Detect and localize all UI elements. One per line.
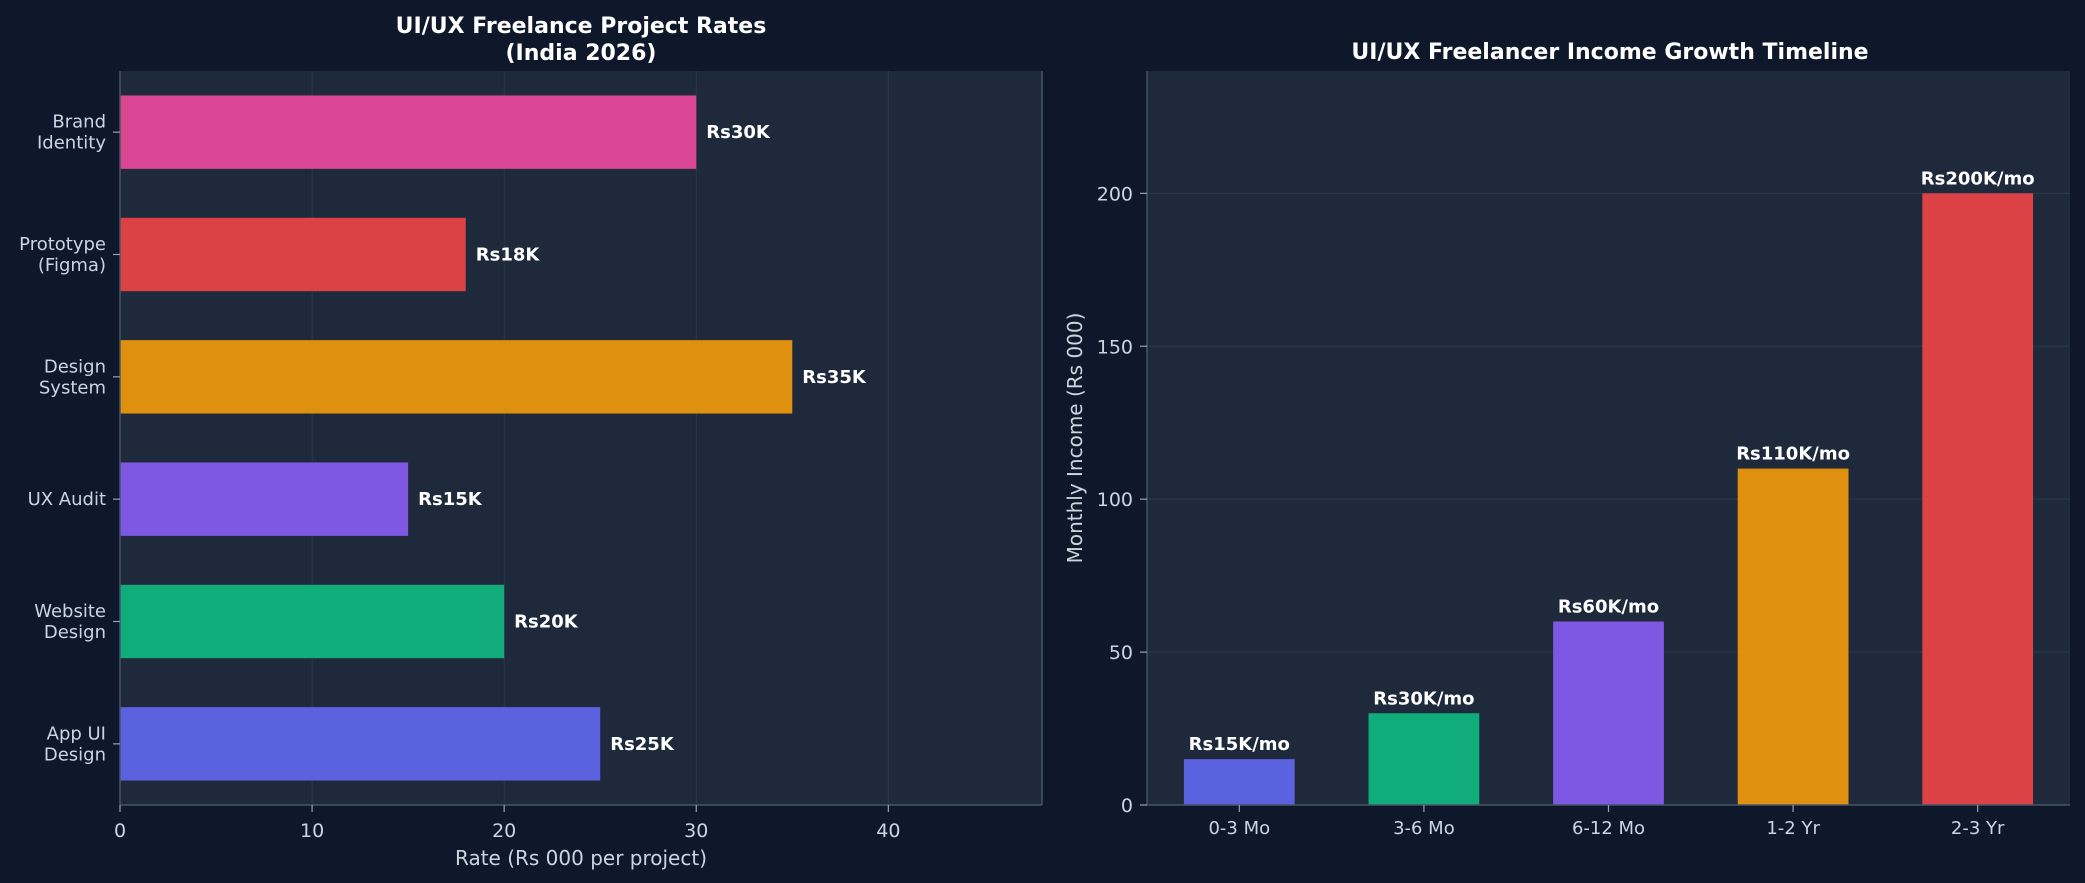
left-gridlines <box>311 71 889 805</box>
category-label: 6-12 Mo <box>1572 818 1645 839</box>
category-label: Brand <box>52 112 106 133</box>
category-label: 1-2 Yr <box>1766 818 1820 839</box>
category-label: (Figma) <box>38 255 106 276</box>
right-y-tick-label: 50 <box>1109 642 1133 664</box>
bar <box>1922 193 2034 806</box>
category-label: Design <box>44 622 106 643</box>
bar <box>120 217 466 292</box>
right-chart-title: UI/UX Freelancer Income Growth Timeline <box>1351 40 1868 65</box>
bar <box>120 95 697 169</box>
bar <box>1183 759 1295 805</box>
category-label: Identity <box>37 133 106 154</box>
bar-value-label: Rs18K <box>476 245 541 266</box>
bar-value-label: Rs60K/mo <box>1558 597 1659 618</box>
bar <box>120 340 793 414</box>
right-y-tick-label: 0 <box>1121 795 1133 817</box>
left-x-tick-label: 10 <box>300 820 324 842</box>
category-label: 3-6 Mo <box>1393 818 1455 839</box>
bar <box>1737 468 1849 805</box>
left-x-tick-label: 20 <box>492 820 516 842</box>
income-growth-chart: Rs15K/mo Rs30K/mo Rs60K/mo Rs110K/mo Rs200K/… <box>1063 40 2070 839</box>
category-label: App UI <box>47 723 106 744</box>
right-y-tick-label: 150 <box>1097 336 1133 358</box>
right-y-ticks: 0 50 100 150 200 <box>1097 183 1147 817</box>
left-x-ticks: 0 10 20 30 40 <box>114 805 900 842</box>
left-plot-area <box>120 71 1042 805</box>
left-bars: Rs25K Rs20K Rs15K Rs35K Rs18K Rs30K <box>120 95 867 781</box>
left-x-tick-label: 40 <box>876 820 900 842</box>
category-label: UX Audit <box>28 489 106 510</box>
bar-value-label: Rs15K/mo <box>1189 734 1290 755</box>
right-y-axis-label: Monthly Income (Rs 000) <box>1063 313 1087 564</box>
right-y-tick-label: 200 <box>1097 183 1133 205</box>
left-x-tick-label: 30 <box>684 820 708 842</box>
bar <box>120 462 409 536</box>
left-chart-title-line2: (India 2026) <box>506 41 657 66</box>
category-label: System <box>39 377 106 398</box>
category-label: Prototype <box>19 234 106 255</box>
bar-value-label: Rs20K <box>514 612 579 633</box>
bar-value-label: Rs30K/mo <box>1373 688 1474 709</box>
project-rates-chart: Rs25K Rs20K Rs15K Rs35K Rs18K Rs30K 0 10 20 30 40… <box>19 14 1043 870</box>
left-x-axis-label: Rate (Rs 000 per project) <box>455 846 707 870</box>
bar <box>1368 713 1480 805</box>
category-label: 0-3 Mo <box>1208 818 1270 839</box>
bar-value-label: Rs15K <box>418 489 483 510</box>
bar <box>120 584 505 659</box>
bar-value-label: Rs35K <box>802 367 867 388</box>
right-category-labels: 0-3 Mo 3-6 Mo 6-12 Mo 1-2 Yr 2-3 Yr <box>1208 805 2005 839</box>
right-bars: Rs15K/mo Rs30K/mo Rs60K/mo Rs110K/mo Rs200K/… <box>1183 168 2035 806</box>
bar-value-label: Rs25K <box>610 734 675 755</box>
category-label: Design <box>44 744 106 765</box>
right-y-tick-label: 100 <box>1097 489 1133 511</box>
category-label: Design <box>44 356 106 377</box>
bar-value-label: Rs110K/mo <box>1736 444 1850 465</box>
left-chart-title-line1: UI/UX Freelance Project Rates <box>396 14 767 39</box>
category-label: Website <box>34 601 106 622</box>
bar <box>120 707 601 781</box>
left-x-tick-label: 0 <box>114 820 126 842</box>
bar <box>1553 621 1664 805</box>
category-label: 2-3 Yr <box>1951 818 2005 839</box>
bar-value-label: Rs200K/mo <box>1921 168 2035 189</box>
bar-value-label: Rs30K <box>706 122 771 143</box>
